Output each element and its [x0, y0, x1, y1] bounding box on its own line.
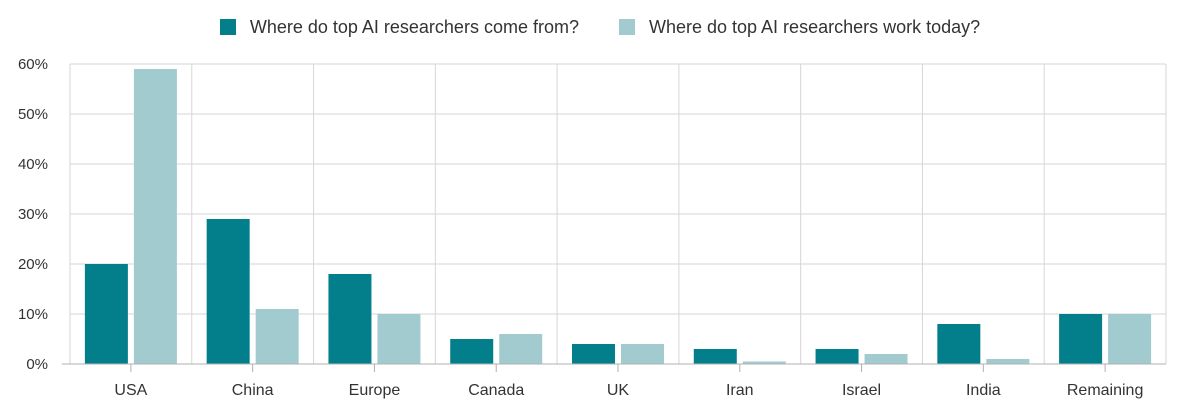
bar-israel-series-1	[815, 349, 859, 364]
y-tick-label-0: 0%	[26, 356, 48, 373]
x-tick-label-israel: Israel	[842, 382, 881, 399]
bar-iran-series-1	[693, 349, 737, 364]
y-tick-label-3: 30%	[18, 206, 48, 223]
bar-remaining-series-1	[1059, 314, 1103, 364]
y-tick-label-5: 50%	[18, 106, 48, 123]
x-tick-label-china: China	[232, 382, 274, 399]
bar-china-series-1	[206, 219, 250, 364]
bar-canada-series-1	[450, 339, 494, 364]
y-tick-label-2: 20%	[18, 256, 48, 273]
grid-layer	[69, 63, 1167, 365]
x-tick-label-iran: Iran	[726, 382, 754, 399]
bar-canada-series-2	[499, 334, 543, 364]
x-tick-label-remaining: Remaining	[1067, 382, 1143, 399]
legend-label-series-2: Where do top AI researchers work today?	[648, 16, 981, 37]
bar-usa-series-1	[84, 264, 128, 364]
bar-israel-series-2	[864, 354, 908, 364]
bar-europe-series-2	[377, 314, 421, 364]
x-tick-label-europe: Europe	[349, 382, 401, 399]
x-tick-label-uk: UK	[607, 382, 630, 399]
x-tick-label-india: India	[966, 382, 1001, 399]
bar-india-series-1	[937, 324, 981, 364]
chart-legend: Where do top AI researchers come from? W…	[0, 14, 1200, 40]
legend-label-series-1: Where do top AI researchers come from?	[249, 16, 579, 37]
y-tick-label-4: 40%	[18, 156, 48, 173]
bar-china-series-2	[255, 309, 299, 364]
bar-remaining-series-2	[1108, 314, 1152, 364]
bar-usa-series-2	[133, 69, 177, 364]
legend-item-series-1: Where do top AI researchers come from?	[219, 16, 579, 38]
bar-iran-series-2	[742, 361, 786, 364]
legend-swatch-series-2	[618, 19, 635, 35]
x-tick-label-usa: USA	[114, 382, 147, 399]
y-tick-label-1: 10%	[18, 306, 48, 323]
axis-layer: 0% 10% 20% 30% 40% 50% 60% USA China Europe Canada…	[18, 56, 1166, 399]
bar-uk-series-1	[572, 344, 615, 364]
y-tick-label-6: 60%	[18, 56, 48, 73]
bar-europe-series-1	[328, 274, 372, 364]
bar-india-series-2	[986, 359, 1030, 364]
x-tick-label-canada: Canada	[468, 382, 524, 399]
legend-item-series-2: Where do top AI researchers work today?	[618, 16, 981, 38]
bar-uk-series-2	[621, 344, 664, 364]
legend-swatch-series-1	[219, 19, 236, 35]
bar-layer	[84, 69, 1152, 364]
